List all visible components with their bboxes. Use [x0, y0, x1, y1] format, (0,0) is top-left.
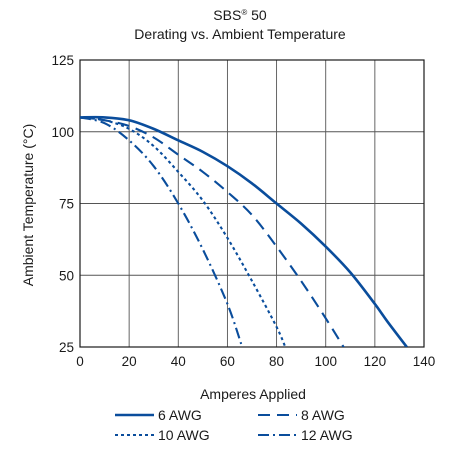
y-tick-label: 125	[51, 53, 74, 68]
y-tick-labels: 25 50 75 100 125	[51, 53, 74, 355]
y-tick-label: 25	[59, 340, 74, 355]
chart-subtitle: Derating vs. Ambient Temperature	[134, 26, 346, 42]
legend-label: 6 AWG	[158, 407, 202, 423]
chart-title: SBS® 50	[213, 7, 267, 23]
y-tick-label: 100	[51, 125, 74, 140]
series-lines	[80, 115, 408, 347]
chart-title-reg: ®	[241, 8, 247, 17]
legend-label: 12 AWG	[301, 427, 353, 443]
x-tick-label: 140	[413, 354, 436, 369]
x-tick-labels: 0 20 40 60 80 100 120 140	[76, 354, 435, 369]
legend-label: 8 AWG	[301, 407, 345, 423]
y-tick-label: 75	[59, 197, 74, 212]
series-line-8-awg	[80, 116, 345, 347]
chart-title-brand: SBS	[213, 7, 241, 23]
y-axis-label: Ambient Temperature (°C)	[20, 124, 36, 287]
gridlines	[80, 60, 424, 347]
x-tick-label: 100	[314, 354, 337, 369]
x-tick-label: 0	[76, 354, 84, 369]
x-tick-label: 60	[220, 354, 235, 369]
series-line-6-awg	[80, 115, 408, 347]
x-tick-label: 20	[122, 354, 137, 369]
y-tick-label: 50	[59, 268, 74, 283]
legend-label: 10 AWG	[158, 427, 210, 443]
x-axis-label: Amperes Applied	[200, 386, 306, 402]
series-line-10-awg	[80, 116, 287, 347]
x-tick-label: 120	[364, 354, 387, 369]
plot-frame	[79, 59, 425, 348]
x-tick-label: 40	[171, 354, 186, 369]
x-tick-label: 80	[269, 354, 284, 369]
series-line-12-awg	[80, 116, 244, 347]
legend: 6 AWG 8 AWG 10 AWG 12 AWG	[115, 407, 353, 443]
chart-title-model: 50	[247, 7, 267, 23]
